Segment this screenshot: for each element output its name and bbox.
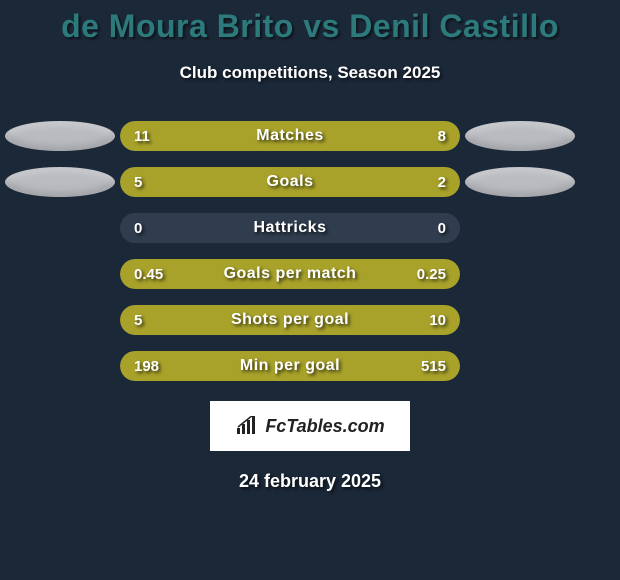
stat-label: Hattricks: [120, 213, 460, 243]
logo-box: FcTables.com: [210, 401, 410, 451]
right-avatar-slot: [460, 167, 580, 197]
stat-label: Shots per goal: [120, 305, 460, 335]
page-title: de Moura Brito vs Denil Castillo: [0, 0, 620, 45]
subtitle: Club competitions, Season 2025: [0, 63, 620, 83]
logo-text: FcTables.com: [265, 416, 384, 437]
player-avatar-placeholder: [5, 121, 115, 151]
stat-bar-track: 0.450.25Goals per match: [120, 259, 460, 289]
stat-row: 00Hattricks: [0, 205, 620, 251]
stat-label: Min per goal: [120, 351, 460, 381]
stat-row: 52Goals: [0, 159, 620, 205]
player-avatar-placeholder: [465, 121, 575, 151]
date-text: 24 february 2025: [0, 471, 620, 492]
left-avatar-slot: [0, 167, 120, 197]
stat-row: 510Shots per goal: [0, 297, 620, 343]
stat-bar-track: 198515Min per goal: [120, 351, 460, 381]
player-avatar-placeholder: [465, 167, 575, 197]
stat-label: Goals: [120, 167, 460, 197]
stat-bar-track: 52Goals: [120, 167, 460, 197]
stat-label: Goals per match: [120, 259, 460, 289]
chart-icon: [235, 416, 259, 436]
comparison-bars: 118Matches 52Goals 00Hattricks 0.450.25Goal…: [0, 113, 620, 389]
stat-row: 118Matches: [0, 113, 620, 159]
stat-row: 198515Min per goal: [0, 343, 620, 389]
stat-bar-track: 510Shots per goal: [120, 305, 460, 335]
stat-label: Matches: [120, 121, 460, 151]
right-avatar-slot: [460, 121, 580, 151]
stat-bar-track: 118Matches: [120, 121, 460, 151]
stat-bar-track: 00Hattricks: [120, 213, 460, 243]
player-avatar-placeholder: [5, 167, 115, 197]
left-avatar-slot: [0, 121, 120, 151]
stat-row: 0.450.25Goals per match: [0, 251, 620, 297]
